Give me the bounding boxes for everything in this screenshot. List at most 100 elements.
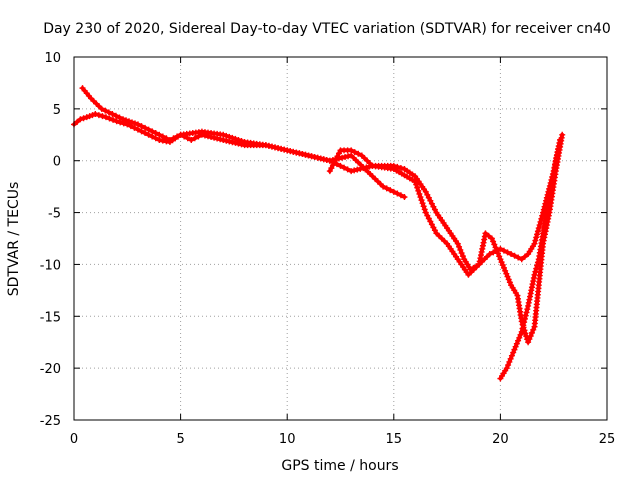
data-point: [223, 132, 230, 139]
data-point: [419, 200, 426, 207]
data-point: [510, 349, 517, 356]
data-point: [226, 133, 233, 140]
data-point: [491, 241, 498, 248]
data-point: [505, 276, 512, 283]
data-point: [98, 105, 105, 112]
x-tick-label: 10: [279, 432, 296, 447]
data-point: [323, 156, 330, 163]
data-point: [138, 123, 145, 130]
data-point: [494, 250, 501, 257]
data-point: [418, 197, 425, 204]
data-point: [383, 185, 390, 192]
data-point: [284, 147, 291, 154]
data-point: [120, 116, 127, 123]
data-point: [317, 155, 324, 162]
data-point: [414, 184, 421, 191]
y-tick-label: -5: [48, 207, 61, 222]
data-point: [530, 326, 537, 333]
data-point: [504, 249, 511, 256]
data-point: [522, 330, 529, 337]
data-point: [339, 154, 346, 161]
data-point: [106, 115, 113, 122]
data-point: [262, 142, 269, 149]
data-point: [348, 168, 355, 175]
data-point: [354, 166, 361, 173]
data-point: [517, 331, 524, 338]
data-point: [170, 135, 177, 142]
data-point: [145, 131, 152, 138]
data-point: [416, 190, 423, 197]
data-point: [281, 146, 288, 153]
data-point: [138, 128, 145, 135]
data-point: [413, 181, 420, 188]
data-point: [142, 130, 149, 137]
data-point: [538, 215, 545, 222]
data-point: [397, 164, 404, 171]
data-point: [522, 312, 529, 319]
data-point: [518, 256, 525, 263]
series-trace-d: [497, 136, 564, 382]
data-point: [92, 111, 99, 118]
data-point: [394, 190, 401, 197]
data-point: [498, 259, 505, 266]
data-point: [512, 343, 519, 350]
data-point: [503, 365, 510, 372]
data-point: [77, 116, 84, 123]
data-point: [511, 346, 518, 353]
data-point: [296, 150, 303, 157]
data-point: [531, 240, 538, 247]
plot-frame: [73, 56, 608, 421]
tick-labels: 0 5 10 15 20 25 -25 -20 -15 -10 -5 0 5 10: [40, 51, 616, 447]
data-point: [305, 152, 312, 159]
data-point: [502, 267, 509, 274]
data-point: [531, 271, 538, 278]
y-tick-label: -15: [40, 310, 61, 325]
data-point: [95, 112, 102, 119]
data-point: [341, 164, 348, 171]
data-point: [506, 279, 513, 286]
data-point: [456, 243, 463, 250]
data-point: [521, 253, 528, 260]
data-point: [516, 334, 523, 341]
data-point: [390, 188, 397, 195]
data-point: [342, 154, 349, 161]
data-point: [534, 231, 541, 238]
data-point: [526, 336, 533, 343]
data-point: [287, 148, 294, 155]
y-tick-label: -20: [40, 362, 61, 377]
x-tick-label: 0: [70, 432, 78, 447]
data-point: [520, 322, 527, 329]
data-point: [278, 145, 285, 152]
data-point: [519, 325, 526, 332]
y-tick-label: 5: [53, 103, 61, 118]
data-point: [397, 192, 404, 199]
data-point: [351, 167, 358, 174]
data-point: [134, 121, 141, 128]
data-point: [314, 154, 321, 161]
data-point: [123, 117, 130, 124]
data-point: [113, 118, 120, 125]
data-point: [131, 120, 138, 127]
data-point: [534, 228, 541, 235]
data-point: [163, 135, 170, 142]
data-point: [99, 113, 106, 120]
data-point: [326, 157, 333, 164]
data-point: [387, 187, 394, 194]
data-point: [229, 134, 236, 141]
y-tick-label: -25: [40, 414, 61, 429]
data-point: [152, 130, 159, 137]
data-point: [505, 362, 512, 369]
data-point: [220, 136, 227, 143]
data-point: [497, 245, 504, 252]
data-point: [537, 218, 544, 225]
data-point: [220, 131, 227, 138]
data-point: [457, 246, 464, 253]
data-point: [152, 135, 159, 142]
data-point: [534, 259, 541, 266]
x-tick-label: 20: [492, 432, 509, 447]
data-point: [126, 118, 133, 125]
x-tick-label: 15: [386, 432, 403, 447]
data-point: [380, 183, 387, 190]
data-point: [482, 230, 489, 237]
